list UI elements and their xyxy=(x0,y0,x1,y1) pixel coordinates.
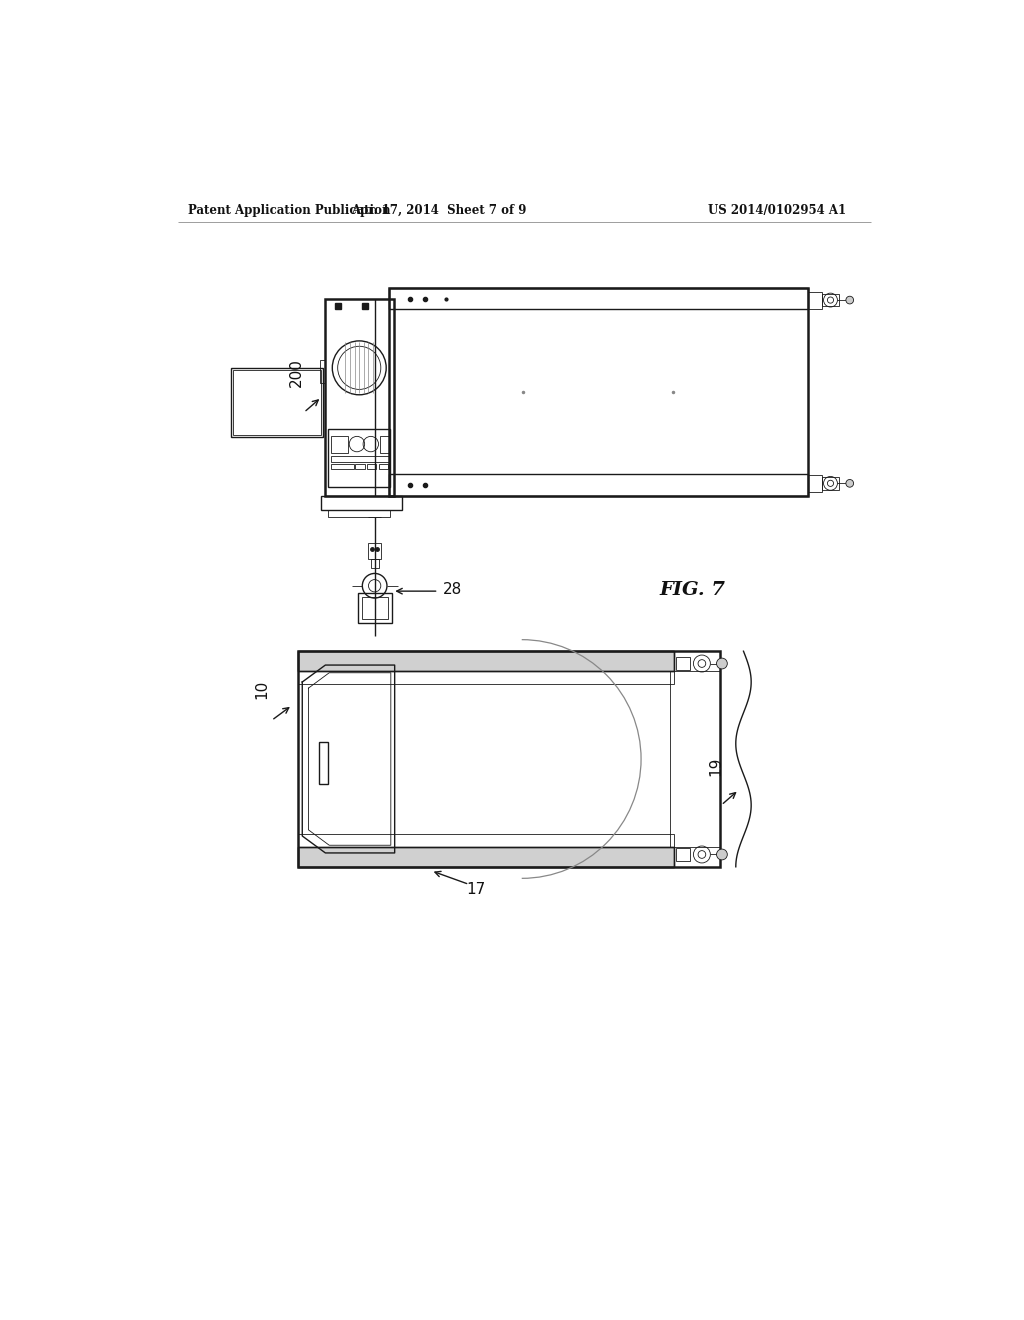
Bar xyxy=(329,429,390,487)
Bar xyxy=(321,496,401,510)
Bar xyxy=(369,544,381,558)
Circle shape xyxy=(846,296,854,304)
Bar xyxy=(319,742,329,784)
Text: 19: 19 xyxy=(709,756,723,776)
Circle shape xyxy=(717,849,727,859)
Text: 17: 17 xyxy=(466,882,485,898)
Text: 10: 10 xyxy=(254,680,269,700)
Bar xyxy=(379,465,388,470)
Bar xyxy=(822,478,839,490)
Circle shape xyxy=(846,479,854,487)
Bar xyxy=(371,558,379,568)
Bar xyxy=(355,465,365,470)
Bar xyxy=(298,651,720,867)
Bar xyxy=(298,847,674,867)
Bar xyxy=(388,288,808,309)
Bar xyxy=(298,651,674,671)
Text: FIG. 7: FIG. 7 xyxy=(659,581,726,598)
Text: 28: 28 xyxy=(442,582,462,597)
Text: US 2014/0102954 A1: US 2014/0102954 A1 xyxy=(708,205,846,218)
Bar xyxy=(298,834,674,847)
Bar xyxy=(298,671,674,684)
Bar xyxy=(367,465,376,470)
Circle shape xyxy=(717,659,727,669)
Text: Apr. 17, 2014  Sheet 7 of 9: Apr. 17, 2014 Sheet 7 of 9 xyxy=(351,205,526,218)
Bar xyxy=(319,360,325,383)
Bar xyxy=(331,455,389,462)
Bar xyxy=(375,298,394,496)
Bar xyxy=(233,370,321,434)
Bar xyxy=(298,651,674,671)
Bar xyxy=(808,475,822,492)
Bar xyxy=(325,298,394,496)
Bar xyxy=(361,597,388,619)
Bar xyxy=(380,436,389,453)
Bar xyxy=(329,510,390,517)
Bar xyxy=(676,657,689,669)
Bar xyxy=(298,847,674,867)
Bar xyxy=(676,849,689,861)
Bar xyxy=(331,436,348,453)
Bar xyxy=(388,474,808,496)
Text: 200: 200 xyxy=(289,358,303,387)
Bar xyxy=(822,294,839,306)
Bar xyxy=(331,465,354,470)
Bar xyxy=(808,292,822,309)
Bar xyxy=(357,594,391,623)
Bar xyxy=(230,368,323,437)
Bar xyxy=(671,671,720,847)
Text: Patent Application Publication: Patent Application Publication xyxy=(188,205,391,218)
Bar xyxy=(388,288,808,495)
